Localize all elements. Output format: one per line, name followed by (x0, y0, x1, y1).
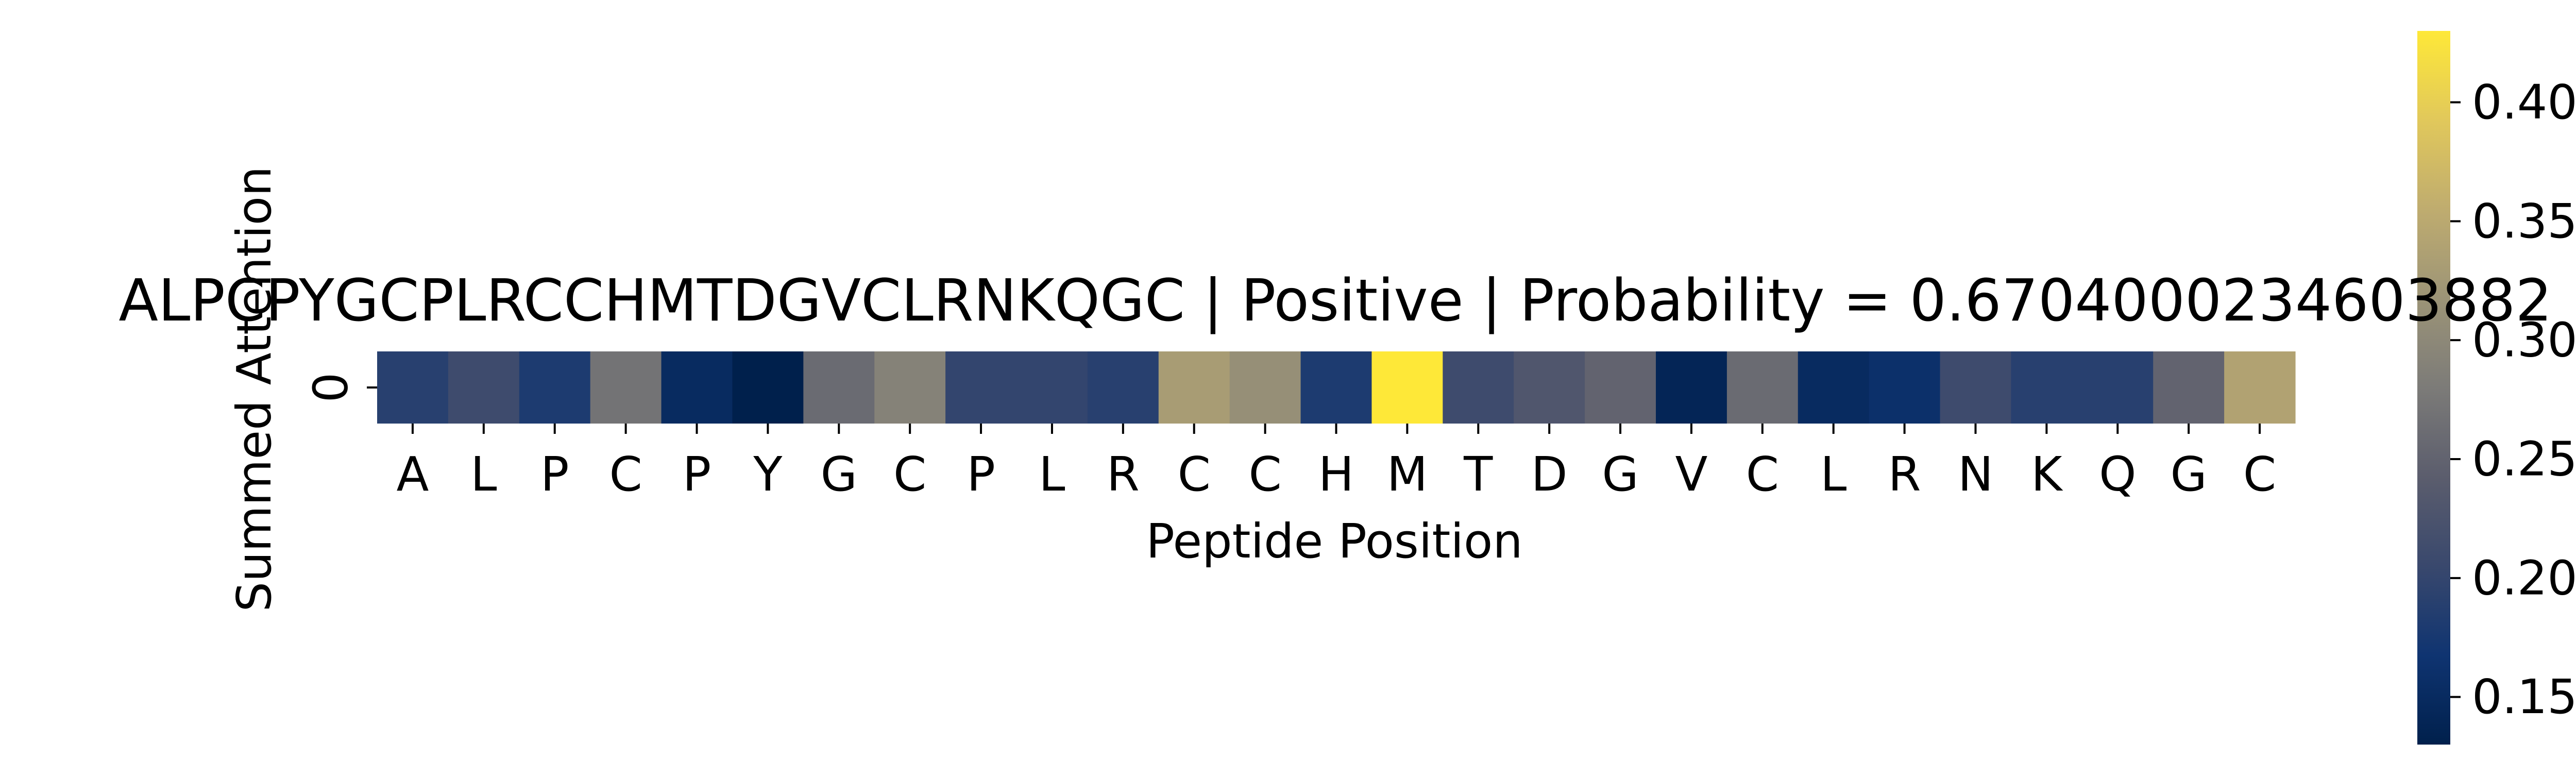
heatmap-cell (1656, 351, 1727, 424)
x-tick-label: L (470, 447, 497, 502)
heatmap-cell (1371, 351, 1443, 424)
heatmap-cell (732, 351, 804, 424)
heatmap-cell (874, 351, 946, 424)
x-tick-label: H (1318, 447, 1354, 502)
heatmap-cell (803, 351, 875, 424)
y-axis-label: Summed Attention (227, 166, 282, 612)
x-tick-label: C (1746, 447, 1779, 502)
x-tick-label: R (1888, 447, 1921, 502)
x-tick-label: C (609, 447, 642, 502)
x-tick-label: G (1602, 447, 1638, 502)
heatmap-cell (1300, 351, 1372, 424)
colorbar-tick-label: 0.25 (2472, 432, 2576, 487)
heatmap-cell (945, 351, 1017, 424)
x-tick-label: Q (2099, 447, 2136, 502)
x-tick-label: L (1039, 447, 1065, 502)
heatmap-cell (2224, 351, 2296, 424)
heatmap-cell (661, 351, 733, 424)
x-tick-label: R (1107, 447, 1140, 502)
colorbar-tick-label: 0.35 (2472, 194, 2576, 249)
x-tick-label: T (1463, 447, 1493, 502)
x-tick-label: V (1675, 447, 1707, 502)
y-tick-label: 0 (303, 373, 359, 403)
x-tick-label: N (1958, 447, 1993, 502)
x-tick-label: A (396, 447, 429, 502)
x-tick-label: K (2031, 447, 2063, 502)
x-tick-label: D (1531, 447, 1568, 502)
heatmap-cell (590, 351, 662, 424)
x-tick-label: L (1820, 447, 1846, 502)
heatmap-cell (1585, 351, 1656, 424)
heatmap-cell (1229, 351, 1301, 424)
x-tick-label: C (1178, 447, 1211, 502)
x-tick-label: C (1248, 447, 1281, 502)
colorbar-tick-label: 0.15 (2472, 669, 2576, 724)
x-tick-label: P (540, 447, 569, 502)
heatmap-cell (1016, 351, 1088, 424)
x-tick-label: C (2243, 447, 2276, 502)
x-axis-label: Peptide Position (1146, 514, 1522, 569)
heatmap-cells (377, 351, 2296, 424)
colorbar-tick-label: 0.30 (2472, 313, 2576, 368)
colorbar: 0.15 0.20 0.25 0.30 0.35 0.40 (2417, 31, 2576, 745)
heatmap-cell (1514, 351, 1585, 424)
heatmap-cell (2011, 351, 2082, 424)
x-tick-label: G (821, 447, 857, 502)
y-tick-labels: 0 (303, 373, 377, 403)
x-tick-label: P (967, 447, 995, 502)
heatmap-cell (2153, 351, 2225, 424)
heatmap-cell (1087, 351, 1159, 424)
chart-title: ALPCPYGCPLRCCHMTDGVCLRNKQGC | Positive |… (118, 267, 2552, 334)
heatmap-cell (1869, 351, 1941, 424)
heatmap-cell (1158, 351, 1230, 424)
x-tick-label: P (683, 447, 711, 502)
colorbar-tick-label: 0.20 (2472, 550, 2576, 605)
heatmap-cell (2082, 351, 2154, 424)
colorbar-tick-label: 0.40 (2472, 75, 2576, 130)
heatmap-cell (1940, 351, 2012, 424)
heatmap-cell (448, 351, 520, 424)
x-tick-label: G (2171, 447, 2207, 502)
x-tick-label: Y (753, 447, 783, 502)
heatmap-cell (1726, 351, 1799, 424)
heatmap-cell (377, 351, 449, 424)
colorbar-gradient (2417, 31, 2450, 745)
heatmap-cell (1798, 351, 1870, 424)
x-tick-label: M (1387, 447, 1428, 502)
x-tick-label: C (893, 447, 926, 502)
heatmap-cell (519, 351, 591, 424)
heatmap-cell (1443, 351, 1514, 424)
